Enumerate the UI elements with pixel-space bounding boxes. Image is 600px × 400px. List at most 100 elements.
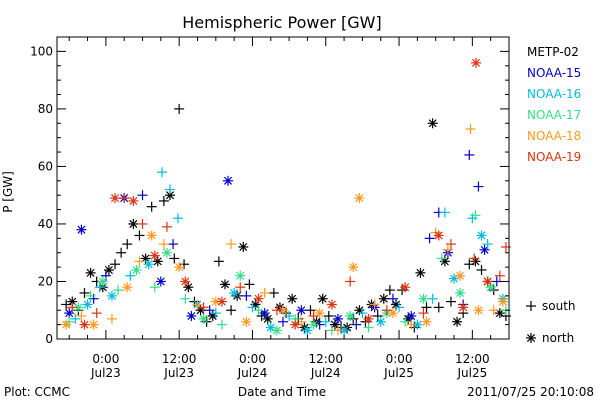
legend-entry: NOAA-17 xyxy=(527,108,581,122)
point-north xyxy=(290,319,301,330)
point-south xyxy=(439,207,450,218)
point-north xyxy=(326,299,337,310)
x-axis: 0:00Jul2312:00Jul230:00Jul2412:00Jul240:… xyxy=(68,37,510,380)
legend-entry: NOAA-15 xyxy=(527,66,581,80)
point-south xyxy=(158,239,169,250)
point-south xyxy=(169,253,180,264)
point-north xyxy=(455,287,466,298)
point-north xyxy=(155,276,166,287)
point-north xyxy=(186,310,197,321)
point-north xyxy=(241,316,252,327)
point-north xyxy=(223,175,234,186)
point-south xyxy=(442,244,453,255)
point-south xyxy=(384,285,395,296)
point-south xyxy=(241,290,252,301)
point-north xyxy=(314,308,325,319)
point-south xyxy=(424,233,435,244)
point-south xyxy=(134,256,145,267)
point-south xyxy=(418,308,429,319)
point-south xyxy=(406,319,417,330)
point-south xyxy=(110,259,121,270)
point-north xyxy=(494,308,505,319)
point-north xyxy=(146,230,157,241)
point-south xyxy=(204,305,215,316)
point-north xyxy=(161,247,172,258)
series-legend: METP-02 NOAA-15 NOAA-16 NOAA-17 NOAA-18 NOAA-… xyxy=(527,45,581,164)
point-north xyxy=(278,305,288,316)
footer-plot-source: Plot: CCMC xyxy=(4,385,70,399)
point-south xyxy=(247,302,258,313)
point-north xyxy=(455,270,466,281)
point-south xyxy=(482,239,493,250)
x-tick-time: 0:00 xyxy=(239,352,266,366)
point-north xyxy=(110,193,121,204)
point-south xyxy=(394,302,405,313)
legend-entry: NOAA-16 xyxy=(527,87,581,101)
point-north xyxy=(378,293,389,304)
point-south xyxy=(146,201,157,212)
point-south xyxy=(113,285,124,296)
point-south xyxy=(226,305,237,316)
point-south xyxy=(473,181,484,192)
point-south xyxy=(172,213,183,224)
point-south xyxy=(494,270,505,281)
x-tick-date: Jul24 xyxy=(237,366,268,380)
legend-entry: METP-02 xyxy=(527,45,579,59)
point-north xyxy=(375,316,386,327)
marker-legend-entry: south xyxy=(526,299,576,313)
point-south xyxy=(308,310,319,321)
point-south xyxy=(137,218,148,229)
data-points xyxy=(61,57,511,336)
point-north xyxy=(79,319,90,330)
point-south xyxy=(320,316,331,327)
x-tick-time: 0:00 xyxy=(386,352,413,366)
point-north xyxy=(180,276,191,287)
point-north xyxy=(332,313,343,324)
point-south xyxy=(323,310,334,321)
point-south xyxy=(226,239,237,250)
point-south xyxy=(119,193,130,204)
point-north xyxy=(219,279,230,290)
point-north xyxy=(88,319,99,330)
point-north xyxy=(229,287,240,298)
point-south xyxy=(174,103,185,114)
point-north xyxy=(452,316,463,327)
point-south xyxy=(259,287,270,298)
point-south xyxy=(363,322,374,333)
point-north xyxy=(149,250,160,261)
point-north xyxy=(174,262,185,273)
point-north xyxy=(473,305,484,316)
chart-title: Hemispheric Power [GW] xyxy=(182,13,381,32)
marker-legend-label: north xyxy=(542,331,574,345)
point-north xyxy=(308,319,319,330)
point-south xyxy=(70,313,81,324)
point-north xyxy=(128,218,139,229)
point-south xyxy=(351,319,362,330)
marker-legend: south north xyxy=(526,299,576,345)
point-south xyxy=(134,230,145,241)
point-south xyxy=(357,308,368,319)
point-south xyxy=(79,287,90,298)
plot-area xyxy=(56,36,511,340)
point-north xyxy=(235,270,246,281)
legend-entry: NOAA-18 xyxy=(527,129,581,143)
x-tick-time: 12:00 xyxy=(308,352,343,366)
series-noaa-16 xyxy=(70,167,508,336)
point-south xyxy=(278,316,288,327)
point-north xyxy=(76,224,87,235)
x-tick-time: 12:00 xyxy=(455,352,490,366)
point-north xyxy=(296,305,307,316)
point-north xyxy=(458,302,469,313)
point-north xyxy=(271,325,282,336)
point-north xyxy=(103,264,114,275)
point-south xyxy=(168,239,179,250)
point-south xyxy=(122,239,133,250)
series-metp-02 xyxy=(61,103,511,333)
point-north xyxy=(497,296,508,307)
point-north xyxy=(82,299,93,310)
y-axis-label: P [GW] xyxy=(1,171,15,213)
point-north xyxy=(418,293,429,304)
point-south xyxy=(271,305,282,316)
point-south xyxy=(470,210,481,221)
x-tick-date: Jul23 xyxy=(90,366,121,380)
